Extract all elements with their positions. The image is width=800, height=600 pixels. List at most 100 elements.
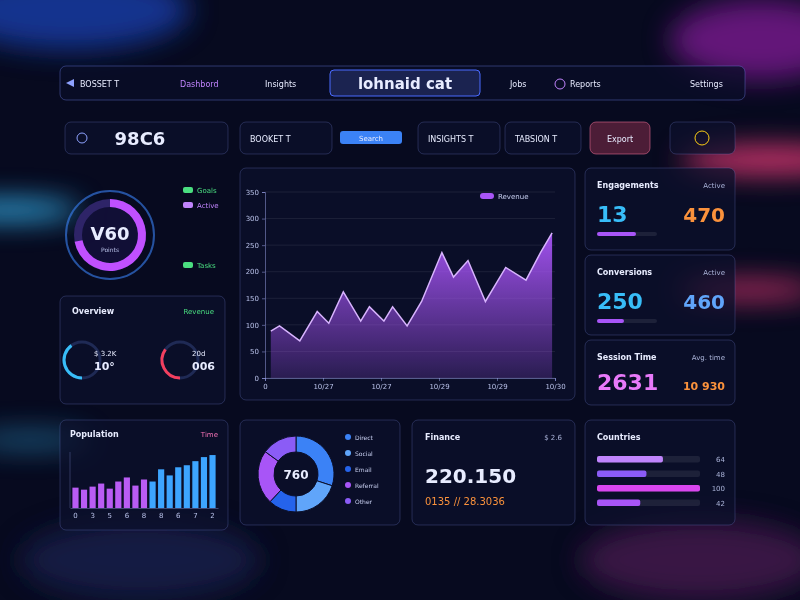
toolbar-label[interactable]: TABSION T [514, 135, 557, 144]
nav-link[interactable]: Insights [265, 80, 296, 89]
gauge-arc [160, 349, 180, 380]
tick: 10/29 [487, 378, 507, 391]
ring [66, 191, 154, 279]
tick-mark [497, 378, 498, 381]
stat-panel [585, 255, 735, 335]
tick-mark [262, 219, 265, 220]
line [271, 233, 552, 341]
panel-tag: $ 2.6 [544, 434, 562, 442]
icon-box[interactable] [670, 122, 735, 154]
panel-tag: Revenue [184, 308, 215, 316]
bar [597, 470, 646, 477]
nav-link[interactable]: Dashbord [180, 80, 219, 89]
bar [597, 485, 700, 492]
tick: 2 [210, 508, 214, 520]
bar [597, 499, 640, 506]
tick: 50 [250, 348, 265, 356]
background-glows [0, 0, 800, 600]
stat-value: 460 [683, 290, 725, 314]
icon [695, 131, 709, 145]
toolbar-label[interactable]: INSIGHTS T [428, 135, 474, 144]
dashboard: BOSSET T Dashbord Insights lohnaid cat Jobs R… [0, 0, 800, 600]
data-label: 48 [716, 471, 725, 479]
finance-panel [412, 420, 575, 525]
search-label[interactable]: Search [359, 135, 383, 143]
tick-label: 0 [263, 383, 267, 391]
ring-value: V60 [91, 223, 130, 244]
progress-track [597, 232, 657, 236]
tick: 150 [246, 295, 265, 303]
legend-label: Social [355, 450, 373, 457]
data-label: 100 [712, 485, 725, 493]
bar [209, 455, 215, 508]
search-pill[interactable] [340, 131, 402, 144]
bar [167, 475, 173, 508]
ring-progress [75, 199, 146, 271]
title-box [330, 70, 480, 96]
tick-mark [262, 351, 265, 352]
glow [0, 200, 80, 220]
donut-panel [240, 420, 400, 525]
tick-label: 0 [255, 375, 259, 383]
tick-label: 5 [108, 512, 112, 520]
finance-value: 220.150 [425, 464, 516, 488]
data-label: 42 [716, 500, 725, 508]
panel-title: Population [70, 430, 119, 439]
legend-swatch [480, 193, 494, 199]
tick-mark [262, 325, 265, 326]
tag-swatch [183, 202, 193, 208]
bar-track [597, 456, 700, 463]
toolbar-label[interactable]: BOOKET T [250, 135, 291, 144]
tick: 100 [246, 322, 265, 330]
bar [132, 486, 138, 508]
legend-swatch [345, 482, 351, 488]
tick-label: 6 [125, 512, 130, 520]
nav-link[interactable]: Reports [570, 80, 601, 89]
toolbar-item[interactable] [505, 122, 581, 154]
tick: 10/29 [429, 378, 449, 391]
title: lohnaid cat [358, 75, 452, 93]
area-chart: 050100150200250300350010/2710/2710/2910/… [246, 189, 566, 391]
tag: Active [197, 202, 219, 210]
grid-line [265, 245, 555, 246]
tick-label: 150 [246, 295, 259, 303]
panel-tag: Avg. time [692, 354, 725, 362]
bar [175, 467, 181, 508]
panel-tag: Active [703, 269, 725, 277]
nav-link[interactable]: Settings [690, 80, 723, 89]
export-label[interactable]: Export [607, 135, 633, 144]
toolbar-item[interactable] [240, 122, 332, 154]
bar [115, 482, 121, 508]
brand: BOSSET T [80, 80, 119, 89]
legend-label: Referral [355, 482, 379, 489]
glow [20, 520, 260, 600]
tick-mark [262, 192, 265, 193]
axis: 050100150200250300350 [246, 189, 266, 383]
glow [0, 0, 190, 50]
slice [265, 436, 296, 461]
bar [98, 484, 104, 508]
panel-title: Countries [597, 433, 641, 442]
tick-mark [262, 298, 265, 299]
bar [90, 487, 96, 508]
tick-label: 100 [246, 322, 259, 330]
tick: 10/27 [371, 378, 391, 391]
overview-panel [60, 296, 225, 404]
progress-bar [597, 319, 624, 323]
bar [149, 482, 155, 508]
panel-title: Conversions [597, 268, 652, 277]
tick: 6 [125, 508, 130, 520]
tick-label: 350 [246, 189, 259, 197]
axis-line [266, 379, 556, 382]
area [271, 233, 552, 378]
tick-label: 3 [90, 512, 94, 520]
toolbar-item[interactable] [418, 122, 500, 154]
progress-bar [597, 232, 636, 236]
tick: 350 [246, 189, 265, 197]
stat-value: 10 930 [683, 380, 725, 393]
tick-mark [381, 378, 382, 381]
nav-link[interactable]: Jobs [509, 80, 527, 89]
tick-label: 2 [210, 512, 214, 520]
export-button[interactable] [590, 122, 650, 154]
population-panel [60, 420, 228, 530]
